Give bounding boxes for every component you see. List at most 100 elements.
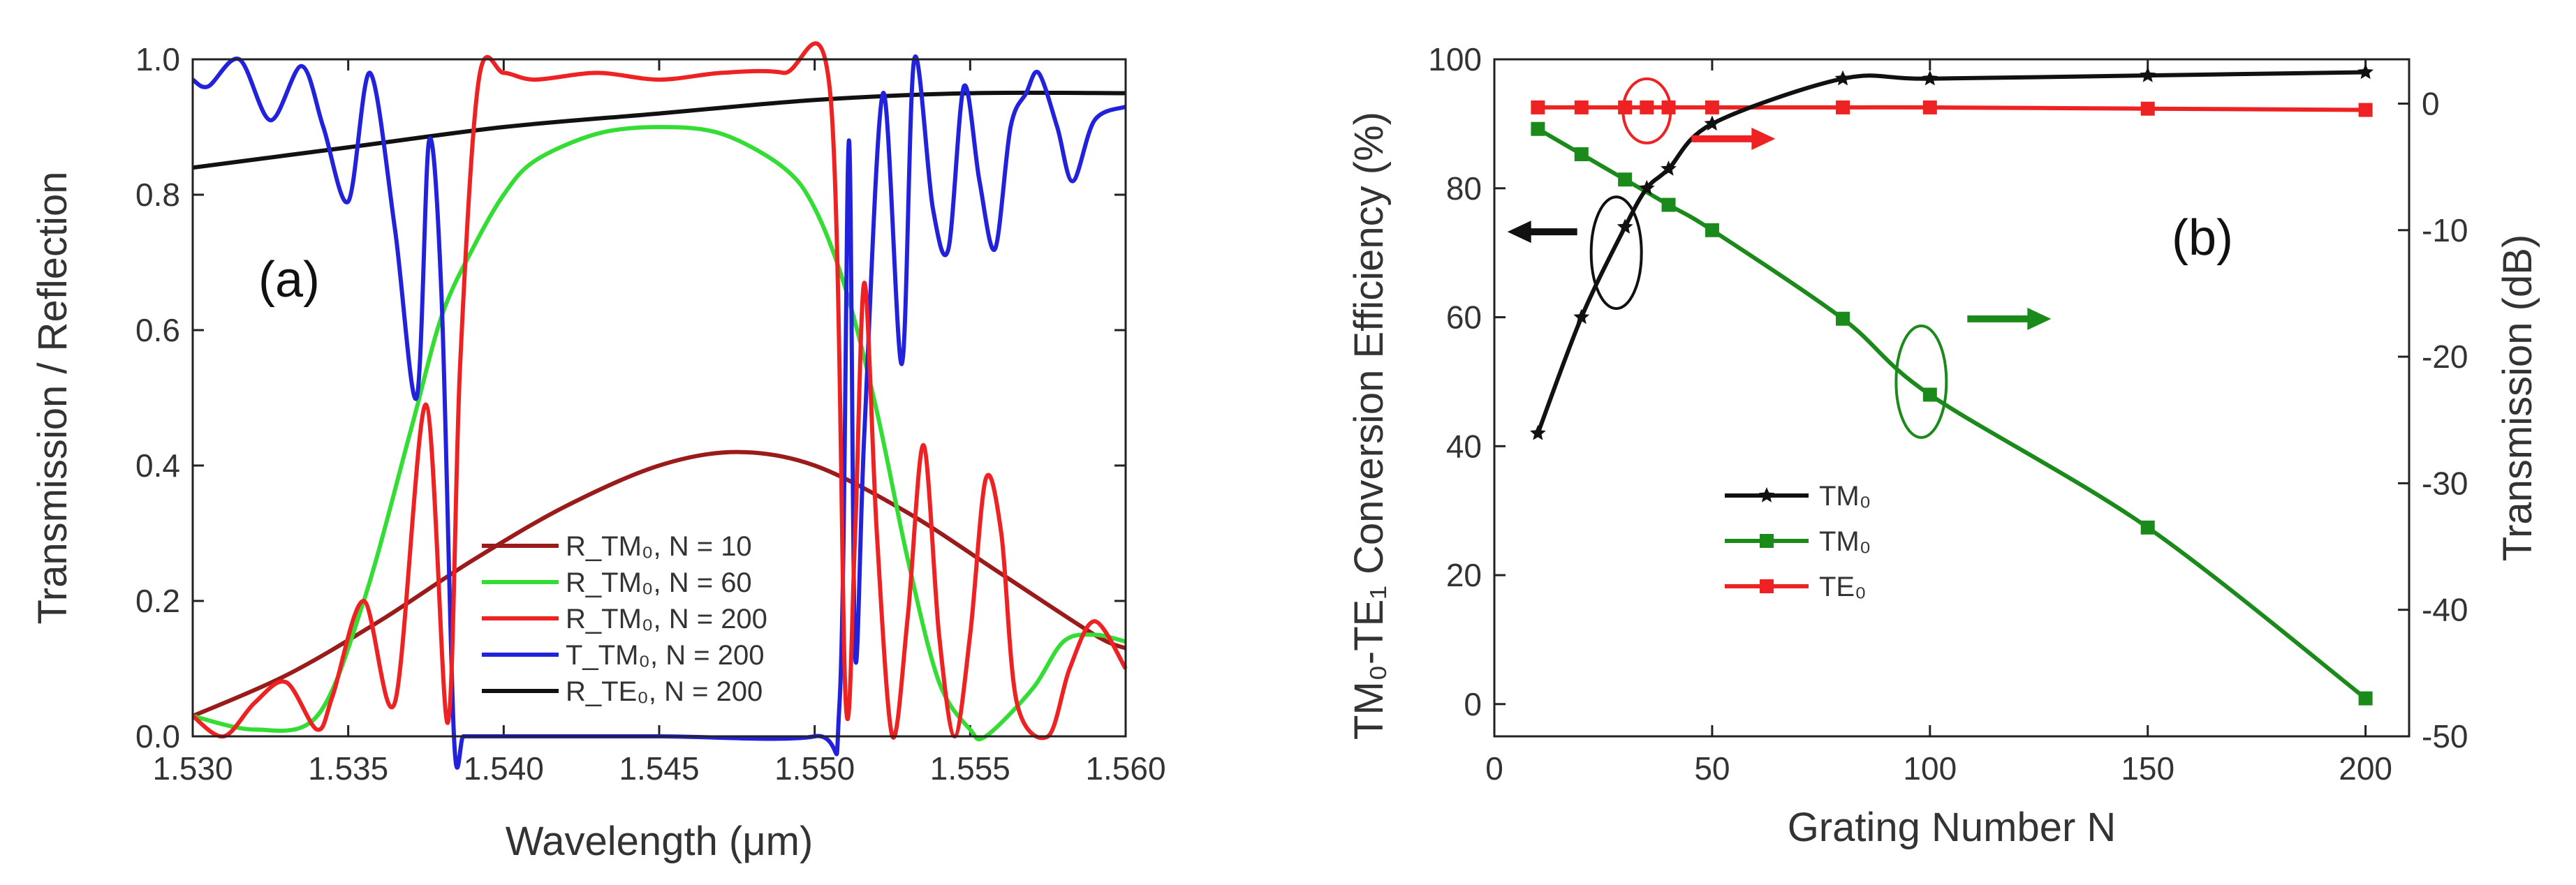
chart-b-square-marker — [1922, 387, 1937, 402]
chart-b-annotation-ellipse — [1621, 77, 1672, 144]
chart-b-annotations — [1507, 77, 2052, 439]
chart-a-x-tick-label: 1.555 — [930, 750, 1010, 787]
chart-b-x-tick-label: 100 — [1903, 750, 1957, 787]
chart-b-legend-label: TE₀ — [1819, 572, 1867, 602]
chart-b-series — [1530, 64, 2373, 706]
chart-a-legend-label: T_TM₀, N = 200 — [566, 640, 764, 671]
chart-a-y-axis-title: Transmission / Reflection — [30, 172, 75, 625]
chart-a-series — [191, 41, 1128, 770]
chart-b-star-marker — [1704, 115, 1721, 131]
chart-b-y2-tick-label: -40 — [2422, 592, 2468, 628]
chart-a-legend: R_TM₀, N = 10 R_TM₀, N = 60 R_TM₀, N = 200… — [482, 531, 767, 707]
chart-b-y-tick-label: 20 — [1446, 557, 1482, 593]
chart-b-star-marker — [1922, 70, 1938, 86]
chart-b-star-marker — [1530, 424, 1546, 440]
chart-b-square-marker — [2358, 691, 2373, 706]
chart-b-square-marker — [1836, 100, 1850, 114]
chart-a-plot-frame — [191, 58, 1127, 738]
chart-a-y-tick-labels: 0.0 0.2 0.4 0.6 0.8 1.0 — [135, 41, 180, 754]
chart-a-x-tick-label: 1.540 — [464, 750, 544, 787]
chart-b-series-line-1 — [1536, 127, 2367, 700]
chart-b-legend-marker — [1760, 534, 1774, 548]
chart-b-x-tick-label: 150 — [2121, 750, 2174, 787]
chart-b-star-marker — [1834, 70, 1851, 86]
chart-a-series-line-4 — [192, 90, 1126, 170]
chart-b-square-marker — [1705, 223, 1719, 237]
chart-b-square-marker — [1661, 198, 1676, 212]
chart-b-y-tick-label: 0 — [1464, 686, 1482, 722]
chart-b-legend-label: TM₀ — [1819, 481, 1871, 512]
chart-b-y2-tick-label: -50 — [2422, 718, 2468, 754]
chart-a-y-tick-label: 0.2 — [135, 583, 180, 619]
chart-b-x-axis-title: Grating Number N — [1788, 805, 2117, 850]
chart-b-annotation-ellipse — [1589, 195, 1643, 311]
chart-a-series-line-2 — [191, 41, 1128, 741]
chart-b-x-tick-label: 0 — [1485, 750, 1503, 787]
chart-b-star-marker — [2140, 67, 2156, 82]
chart-b-star-marker — [1661, 161, 1677, 176]
chart-b-y-tick-label: 80 — [1446, 170, 1482, 207]
chart-b-square-marker — [1705, 100, 1719, 114]
chart-b-ticks — [1493, 58, 2409, 738]
chart-b-y-tick-labels: 0 20 40 60 80 100 — [1428, 41, 1482, 722]
chart-b-star-marker — [1638, 179, 1655, 195]
chart-b-y2-tick-label: 0 — [2422, 85, 2440, 121]
chart-b-plot-frame — [1493, 58, 2411, 738]
chart-b-square-marker — [1531, 121, 1545, 136]
chart-b-y2-tick-label: -10 — [2422, 212, 2468, 248]
chart-a-legend-label: R_TE₀, N = 200 — [566, 676, 763, 707]
chart-a-y-tick-label: 1.0 — [135, 41, 180, 77]
chart-b-y2-tick-label: -20 — [2422, 339, 2468, 375]
chart-b-square-marker — [2140, 101, 2155, 116]
chart-a: 1.530 1.535 1.540 1.545 1.550 1.555 1.560 0.00… — [30, 41, 1166, 864]
chart-a-series-line-0 — [191, 449, 1127, 718]
chart-a-x-tick-label: 1.530 — [152, 750, 233, 787]
chart-a-y-tick-label: 0.0 — [135, 718, 180, 754]
chart-a-y-tick-label: 0.6 — [135, 312, 180, 348]
chart-b-y-axis-title: TM₀-TE₁ Conversion Efficiency (%) — [1346, 112, 1392, 740]
chart-b-square-marker — [1574, 100, 1589, 114]
chart-b-legend-label: TM₀ — [1819, 526, 1871, 557]
chart-a-x-tick-label: 1.560 — [1085, 750, 1165, 787]
chart-a-panel-label: (a) — [258, 252, 320, 308]
chart-b-y2-tick-label: -30 — [2422, 465, 2468, 501]
chart-a-x-tick-labels: 1.530 1.535 1.540 1.545 1.550 1.555 1.560 — [152, 750, 1165, 787]
chart-b-y2-axis-title: Transmission (dB) — [2495, 235, 2540, 561]
chart-b-series-line-0 — [1536, 70, 2366, 434]
chart-b-legend-marker — [1760, 579, 1774, 593]
chart-a-legend-label: R_TM₀, N = 200 — [566, 604, 767, 634]
chart-a-legend-label: R_TM₀, N = 10 — [566, 531, 752, 562]
chart-b-panel-label: (b) — [2172, 210, 2233, 266]
chart-b-x-tick-label: 200 — [2339, 750, 2392, 787]
chart-b-y-tick-label: 40 — [1446, 428, 1482, 464]
chart-b-square-marker — [1836, 311, 1850, 326]
chart-b-square-marker — [1661, 100, 1676, 114]
chart-b-star-marker — [2357, 64, 2373, 80]
chart-b-y2-tick-labels: 0 -10 -20 -30 -40 -50 — [2422, 85, 2468, 754]
chart-a-x-tick-label: 1.535 — [308, 750, 388, 787]
chart-b-square-marker — [1574, 147, 1589, 161]
chart-b-square-marker — [1618, 100, 1633, 114]
chart-b-star-marker — [1573, 308, 1590, 325]
chart-b-annotation-arrow-head — [2027, 307, 2052, 330]
chart-a-x-tick-label: 1.550 — [774, 750, 855, 787]
chart-a-y-tick-label: 0.4 — [135, 447, 180, 484]
chart-b-x-tick-labels: 0 50 100 150 200 — [1485, 750, 2392, 787]
chart-b-x-tick-label: 50 — [1694, 750, 1730, 787]
chart-a-y-tick-label: 0.8 — [135, 177, 180, 213]
chart-b-square-marker — [1922, 100, 1937, 114]
chart-b-annotation-arrow-head — [1507, 221, 1531, 244]
chart-b: 0 50 100 150 200 0 20 40 60 80 100 0 -10 -20 -30 -40 -… — [1346, 41, 2540, 850]
chart-b-square-marker — [2140, 520, 2155, 535]
chart-b-star-marker — [1758, 487, 1775, 503]
chart-a-legend-label: R_TM₀, N = 60 — [566, 567, 752, 598]
chart-b-square-marker — [1531, 100, 1545, 114]
chart-b-annotation-ellipse — [1894, 324, 1948, 439]
chart-b-square-marker — [1640, 100, 1654, 114]
chart-b-square-marker — [1618, 172, 1633, 187]
chart-b-square-marker — [2358, 103, 2373, 117]
chart-a-x-tick-label: 1.545 — [619, 750, 699, 787]
chart-b-star-marker — [1617, 218, 1633, 234]
chart-b-annotation-arrow-head — [1751, 127, 1776, 150]
